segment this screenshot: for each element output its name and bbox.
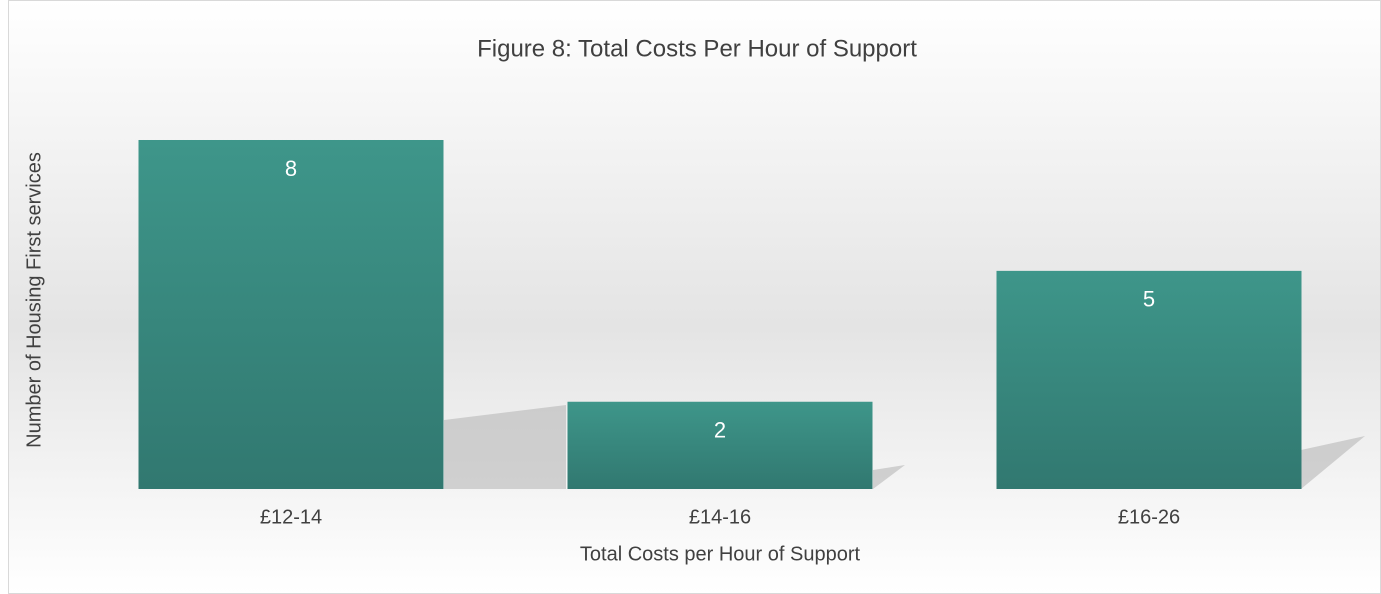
x-tick-label: £16-26 [1118, 506, 1180, 528]
bar [138, 140, 444, 489]
x-axis-label: Total Costs per Hour of Support [580, 543, 861, 565]
data-label: 8 [285, 156, 297, 181]
chart-title: Figure 8: Total Costs Per Hour of Suppor… [477, 35, 917, 62]
shadow [1301, 436, 1365, 489]
shadow [444, 405, 566, 489]
y-axis-label: Number of Housing First services [23, 152, 45, 448]
bar [996, 270, 1302, 489]
bar [567, 401, 873, 489]
data-label: 5 [1143, 287, 1155, 312]
shadow [873, 465, 905, 489]
data-label: 2 [714, 418, 726, 443]
x-tick-label: £14-16 [689, 506, 751, 528]
x-tick-label: £12-14 [260, 506, 322, 528]
